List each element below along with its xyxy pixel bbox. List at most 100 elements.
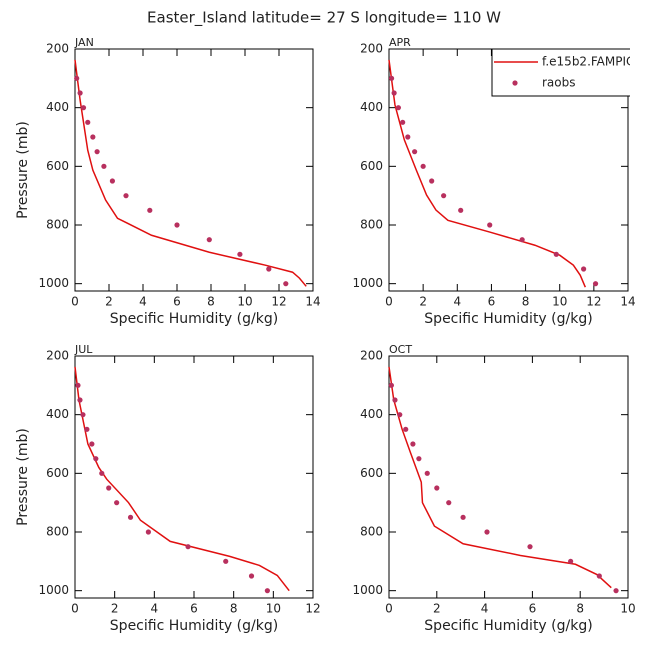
raob-point	[264, 588, 270, 594]
raob-point	[581, 266, 587, 272]
y-tick-label: 400	[46, 407, 69, 421]
raob-point	[553, 251, 559, 257]
x-tick-label: 4	[139, 295, 147, 309]
y-tick-label: 200	[46, 349, 69, 363]
raob-point	[109, 178, 115, 184]
x-axis-label: Specific Humidity (g/kg)	[110, 311, 278, 327]
x-axis-label: Specific Humidity (g/kg)	[424, 618, 592, 634]
y-tick-label: 800	[46, 525, 69, 539]
y-tick-label: 800	[46, 218, 69, 232]
x-tick-label: 0	[385, 295, 393, 309]
plot-frame	[74, 48, 314, 292]
x-tick-label: 6	[190, 602, 198, 616]
raob-point	[420, 163, 426, 169]
x-tick-label: 2	[433, 602, 441, 616]
y-axis-label: Pressure (mb)	[15, 428, 31, 526]
x-tick-label: 4	[481, 602, 489, 616]
x-tick-label: 8	[522, 295, 530, 309]
model-line	[388, 59, 587, 288]
raob-point	[434, 485, 440, 491]
raob-point	[519, 237, 525, 243]
raob-point	[392, 397, 398, 403]
raob-point	[99, 470, 105, 476]
raob-point	[174, 222, 180, 228]
raob-point	[80, 105, 87, 111]
raob-point	[592, 281, 599, 287]
x-tick-label: 8	[230, 602, 238, 616]
y-tick-label: 600	[46, 159, 69, 173]
legend-label: raobs	[542, 76, 576, 90]
x-tick-label: 14	[620, 295, 635, 309]
panel-label: JUL	[74, 343, 93, 356]
raob-point	[400, 119, 406, 125]
x-tick-label: 2	[419, 295, 427, 309]
raob-point	[248, 573, 255, 579]
raob-point	[77, 90, 83, 96]
y-tick-label: 400	[360, 100, 383, 114]
raob-point	[424, 470, 430, 476]
raob-point	[446, 500, 452, 506]
y-tick-label: 800	[360, 218, 383, 232]
legend-label: f.e15b2.FAMPIC5.r	[542, 55, 648, 69]
y-tick-label: 1000	[38, 583, 69, 597]
raob-point	[106, 485, 112, 491]
x-tick-label: 8	[207, 295, 215, 309]
raob-point	[147, 207, 153, 213]
raob-point	[127, 514, 134, 520]
panel-label: JAN	[74, 36, 94, 49]
model-line	[74, 59, 307, 287]
y-tick-label: 400	[360, 407, 383, 421]
raob-point	[206, 237, 212, 243]
raob-point	[458, 207, 464, 213]
raob-point	[487, 222, 493, 228]
y-tick-label: 1000	[352, 583, 383, 597]
raob-point	[460, 514, 466, 520]
raob-point	[93, 456, 99, 462]
x-tick-label: 10	[620, 602, 635, 616]
raob-point	[90, 134, 96, 140]
raob-point	[568, 558, 574, 564]
y-tick-label: 200	[46, 42, 69, 56]
x-tick-label: 0	[71, 295, 79, 309]
raob-point	[80, 412, 86, 418]
x-tick-label: 14	[305, 295, 320, 309]
raob-point	[416, 456, 422, 462]
plot-frame	[74, 355, 314, 599]
raob-point	[185, 544, 191, 550]
raob-point	[94, 149, 100, 155]
x-tick-label: 4	[151, 602, 159, 616]
raob-point	[388, 382, 394, 388]
figure-title: Easter_Island latitude= 27 S longitude= …	[147, 9, 501, 28]
raob-point	[74, 75, 80, 81]
y-tick-label: 600	[360, 466, 383, 480]
model-line	[74, 366, 290, 592]
y-tick-label: 400	[46, 100, 69, 114]
raob-point	[596, 573, 602, 579]
raob-point	[403, 426, 409, 432]
raob-point	[412, 149, 418, 155]
legend: f.e15b2.FAMPIC5.r raobs	[491, 48, 648, 97]
x-tick-label: 6	[173, 295, 181, 309]
legend-box	[491, 48, 630, 97]
raob-point	[85, 119, 91, 125]
plot-frame	[388, 355, 629, 599]
model-line	[388, 366, 612, 589]
raob-point	[266, 266, 272, 272]
raob-point	[441, 193, 447, 199]
y-tick-label: 1000	[352, 276, 383, 290]
x-tick-label: 10	[552, 295, 567, 309]
raob-point	[77, 397, 83, 403]
x-tick-label: 2	[105, 295, 113, 309]
x-tick-label: 10	[237, 295, 252, 309]
y-tick-label: 200	[360, 349, 383, 363]
x-tick-label: 0	[71, 602, 79, 616]
raob-point	[388, 75, 395, 81]
raob-point	[223, 558, 229, 564]
raob-point	[395, 105, 401, 111]
raob-point	[391, 90, 397, 96]
legend-dot	[512, 80, 518, 86]
raob-point	[101, 163, 107, 169]
x-axis-label: Specific Humidity (g/kg)	[424, 311, 592, 327]
x-axis-label: Specific Humidity (g/kg)	[110, 618, 278, 634]
